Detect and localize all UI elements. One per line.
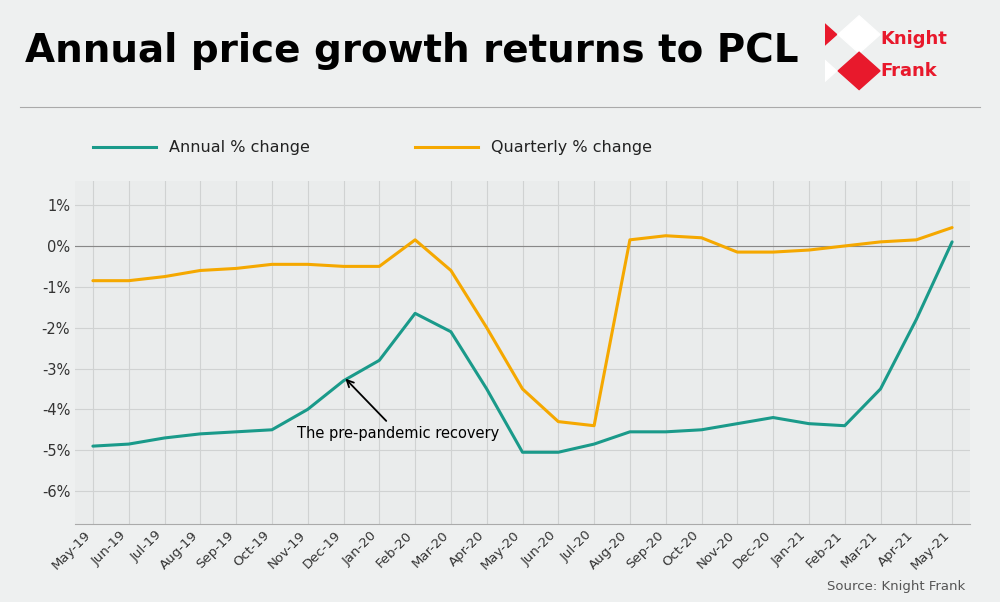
- Text: Quarterly % change: Quarterly % change: [491, 140, 652, 155]
- Polygon shape: [794, 17, 881, 88]
- Text: Source: Knight Frank: Source: Knight Frank: [827, 580, 965, 593]
- Text: Annual % change: Annual % change: [169, 140, 310, 155]
- Polygon shape: [795, 52, 837, 90]
- Text: Annual price growth returns to PCL: Annual price growth returns to PCL: [25, 31, 799, 70]
- Text: Frank: Frank: [881, 63, 938, 80]
- Polygon shape: [795, 16, 837, 53]
- Text: Knight: Knight: [881, 29, 948, 48]
- Text: The pre-pandemic recovery: The pre-pandemic recovery: [297, 380, 499, 441]
- Polygon shape: [838, 16, 880, 53]
- Polygon shape: [838, 52, 880, 90]
